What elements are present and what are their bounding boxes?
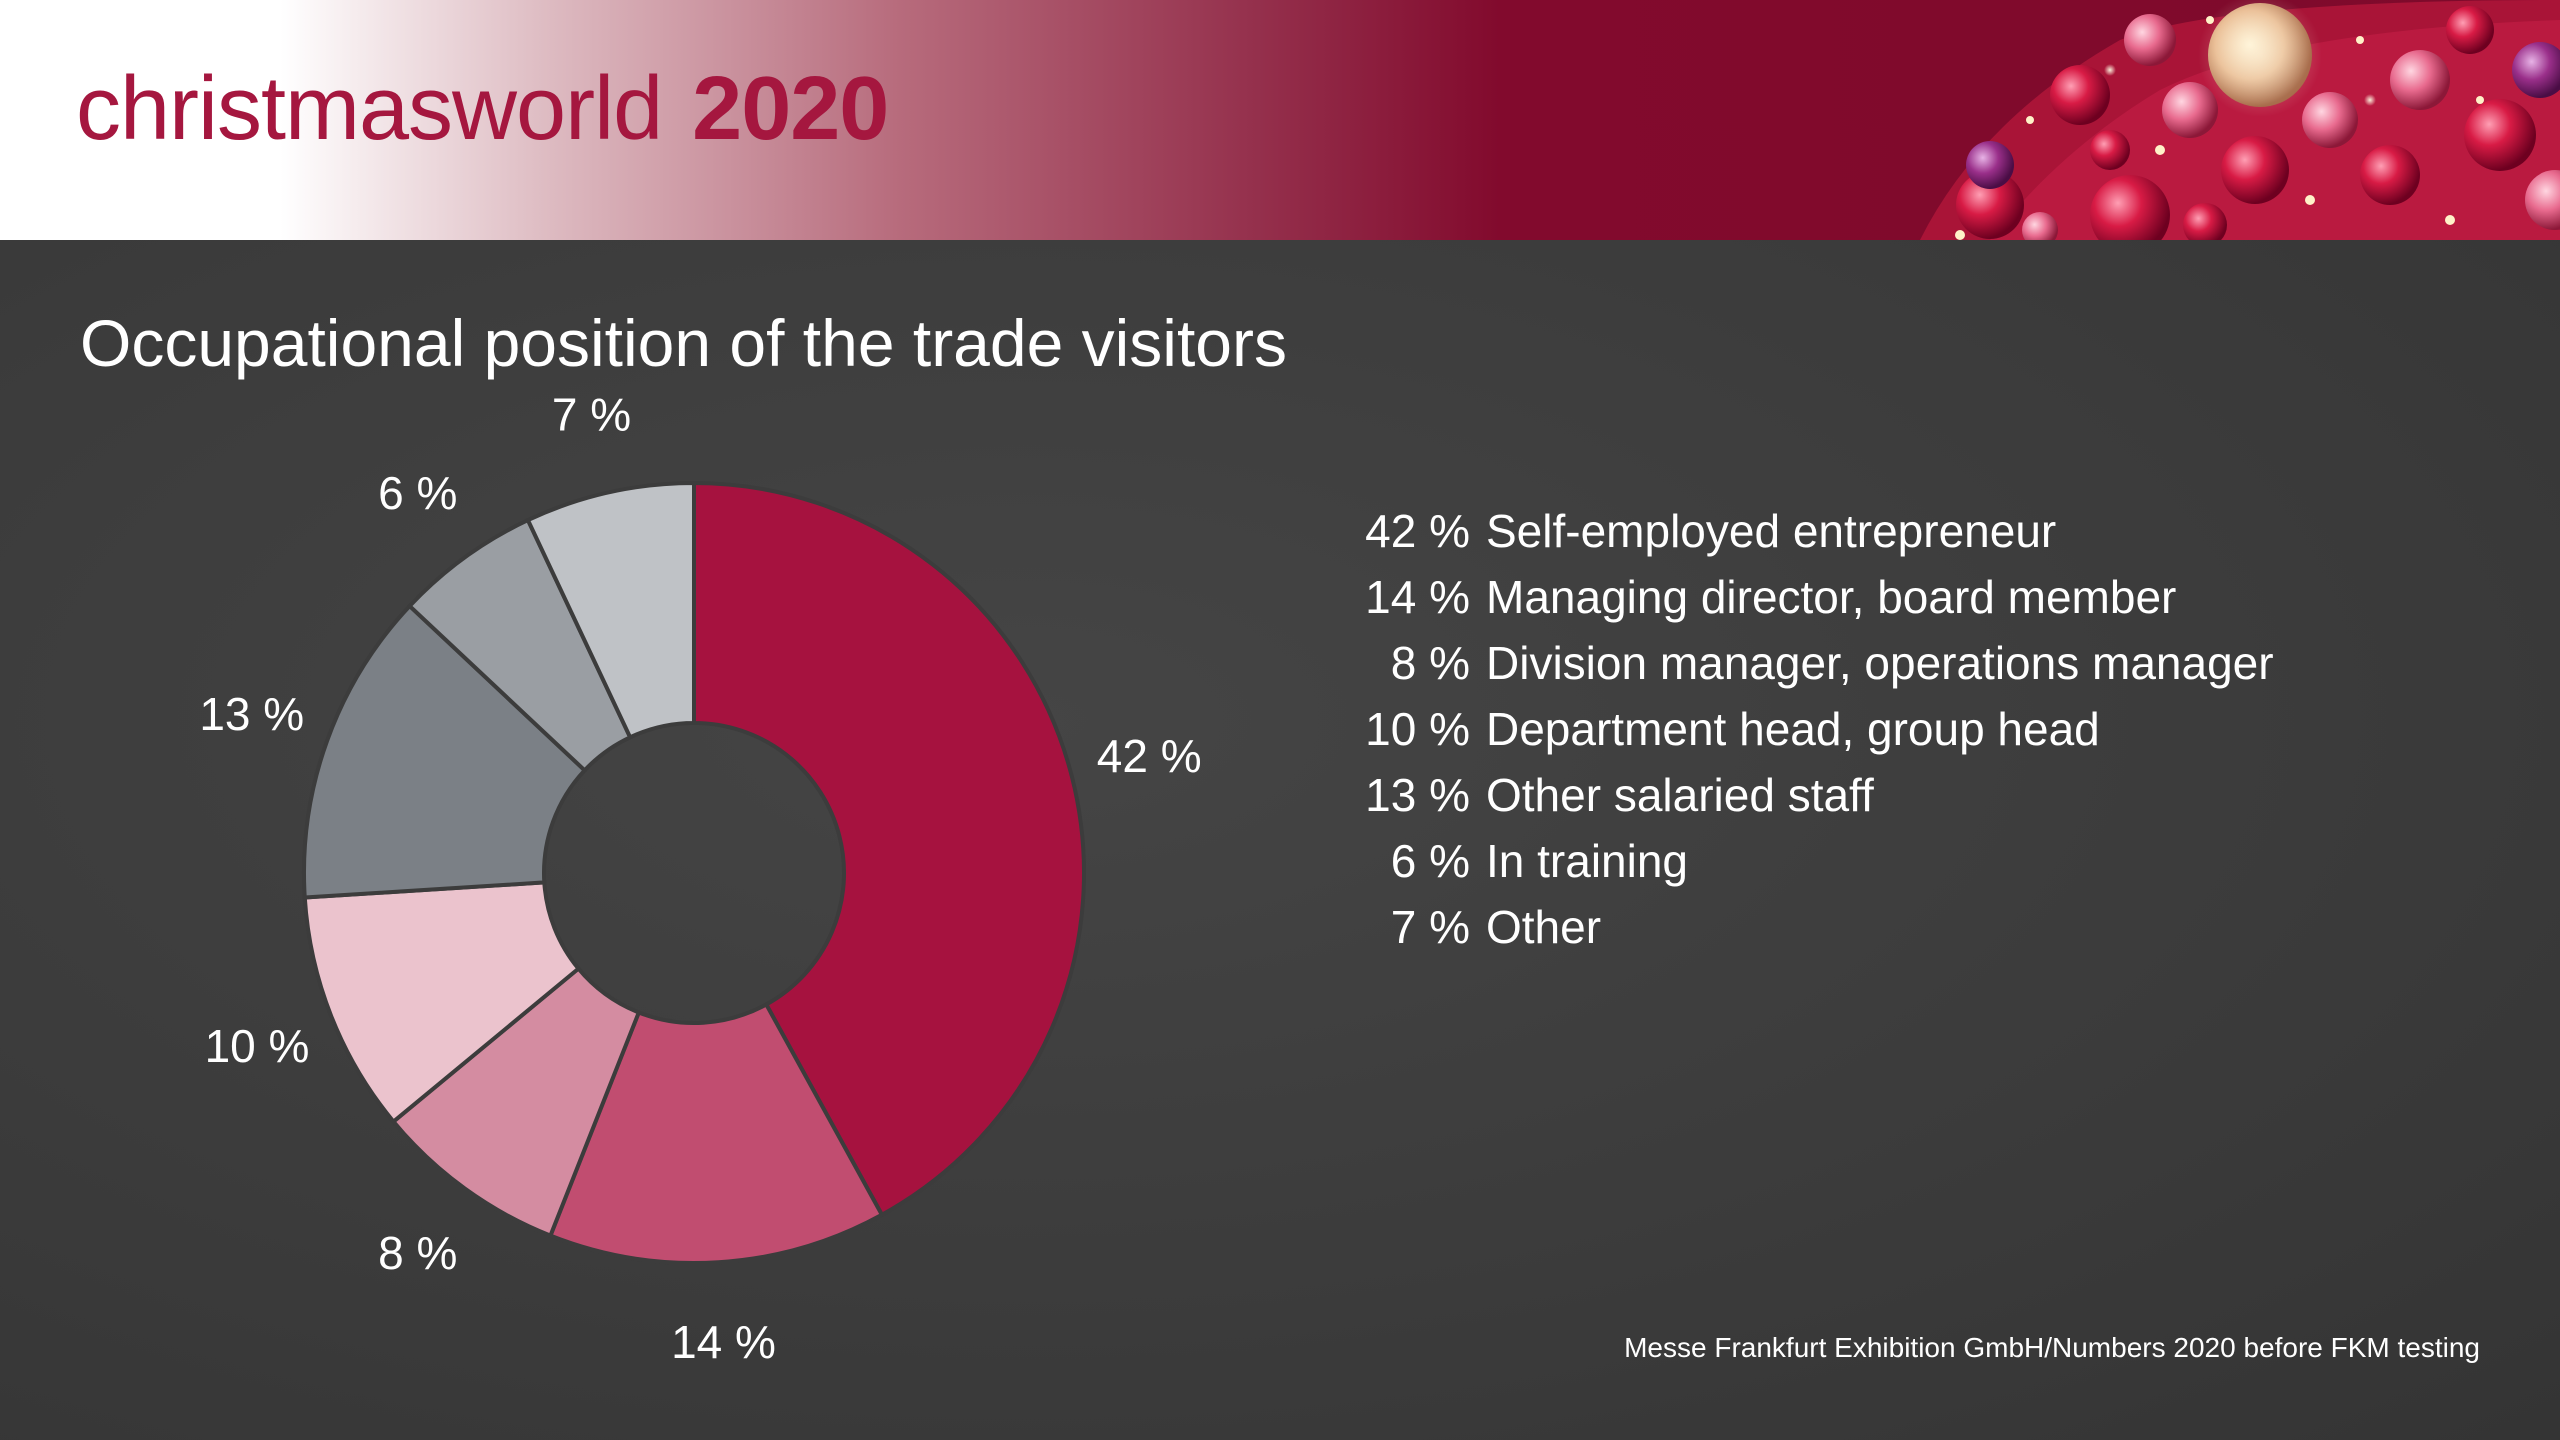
legend-value: 8 % — [1390, 637, 1470, 689]
legend-item: 6 % In training — [1330, 828, 2430, 894]
legend-value: 14 % — [1365, 571, 1470, 623]
legend-item: 8 % Division manager, operations manager — [1330, 630, 2430, 696]
source-note: Messe Frankfurt Exhibition GmbH/Numbers … — [1624, 1332, 2480, 1363]
legend-value: 6 % — [1390, 835, 1470, 887]
donut-slice — [547, 1001, 885, 1265]
slice-label: 10 % — [205, 1020, 310, 1072]
donut-slice — [302, 880, 582, 1125]
legend-label: Other salaried staff — [1486, 769, 1874, 821]
chart-title: Occupational position of the trade visit… — [80, 306, 1287, 380]
brand-year: 2020 — [692, 59, 889, 159]
legend-value: 42 % — [1365, 505, 1470, 557]
legend-label: In training — [1486, 835, 1689, 887]
donut-slice — [692, 480, 1086, 1218]
brand-name: christmasworld — [76, 59, 663, 159]
donut-slice — [525, 480, 696, 740]
header-banner: christmasworld 2020 — [0, 0, 2560, 240]
slice-label: 7 % — [552, 388, 631, 440]
legend-label: Division manager, operations manager — [1486, 637, 2274, 689]
brand-logo: christmasworld 2020 — [76, 64, 889, 154]
legend-value: 10 % — [1365, 703, 1470, 755]
legend-label: Department head, group head — [1486, 703, 2100, 755]
slice-label: 6 % — [378, 467, 457, 519]
slice-label: 13 % — [199, 688, 304, 740]
legend-item: 14 % Managing director, board member — [1330, 564, 2430, 630]
slice-label: 42 % — [1097, 730, 1202, 782]
legend-label: Self-employed entrepreneur — [1486, 505, 2057, 557]
slice-label: 14 % — [671, 1316, 776, 1368]
slice-label: 8 % — [378, 1227, 457, 1279]
chart-legend: 42 % Self-employed entrepreneur 14 % Managi… — [1330, 498, 2430, 960]
donut-chart: 42 % 14 % 8 % 10 % 13 % 6 % 7 % — [199, 388, 1202, 1368]
legend-item: 10 % Department head, group head — [1330, 696, 2430, 762]
legend-value: 13 % — [1365, 769, 1470, 821]
donut-slice — [302, 603, 588, 900]
legend-item: 7 % Other — [1330, 894, 2430, 960]
legend-item: 13 % Other salaried staff — [1330, 762, 2430, 828]
legend-label: Other — [1486, 901, 1602, 953]
legend-value: 7 % — [1390, 901, 1470, 953]
legend-item: 42 % Self-employed entrepreneur — [1330, 498, 2430, 564]
christmas-ornaments-image — [1920, 0, 2560, 240]
legend-label: Managing director, board member — [1486, 571, 2177, 623]
